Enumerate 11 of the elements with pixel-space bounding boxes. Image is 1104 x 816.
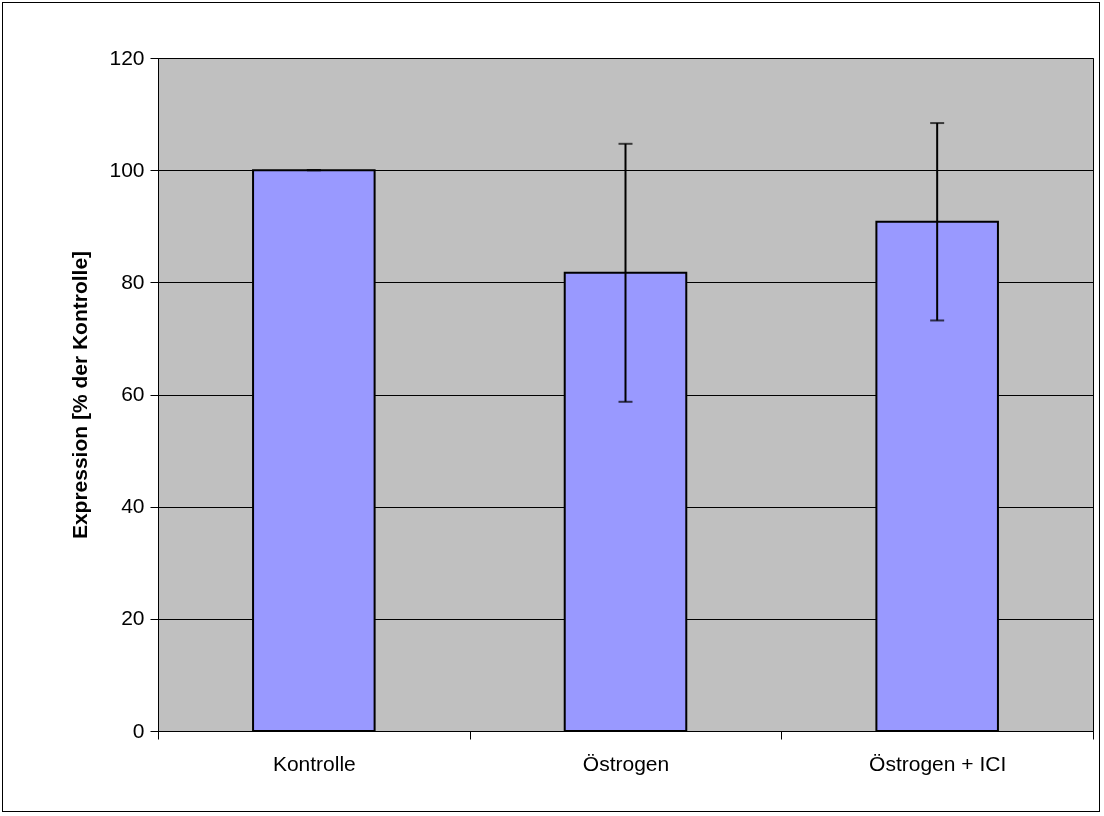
y-tick-label: 120 bbox=[109, 45, 145, 69]
x-tick-label: Östrogen bbox=[582, 751, 670, 775]
y-tick-label: 80 bbox=[121, 269, 145, 293]
y-tick-label: 60 bbox=[121, 382, 145, 405]
y-axis-title: Expression [% der Kontrolle] bbox=[68, 250, 92, 540]
y-tick-label: 40 bbox=[121, 494, 145, 518]
x-tick-label: Östrogen + ICI bbox=[869, 751, 1007, 775]
y-tick-label: 100 bbox=[109, 157, 145, 181]
x-tick-label: Kontrolle bbox=[272, 751, 356, 775]
y-tick-label: 20 bbox=[121, 606, 145, 630]
y-tick-label: 0 bbox=[132, 718, 145, 742]
